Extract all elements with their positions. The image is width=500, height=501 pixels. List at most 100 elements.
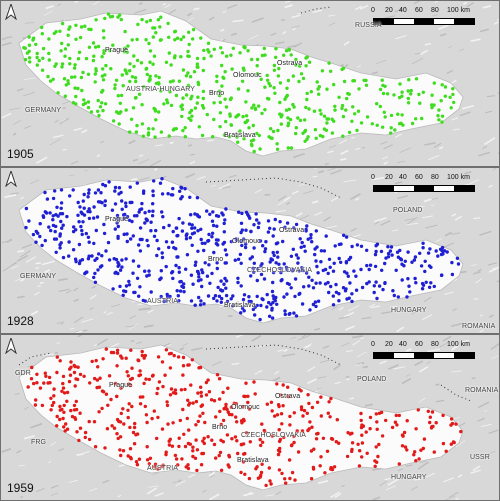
locality-dot <box>79 25 84 29</box>
relief-stroke <box>413 1 421 5</box>
locality-dot <box>379 249 384 254</box>
relief-stroke <box>345 349 353 353</box>
locality-dot <box>159 130 164 134</box>
map-panel-1928: 0 20 40 60 80 100 km POLAND Prague GERMA… <box>0 167 500 334</box>
locality-dot <box>97 113 101 118</box>
locality-dot <box>264 240 268 244</box>
locality-dot <box>147 462 151 466</box>
locality-dot <box>77 261 82 266</box>
locality-dot <box>421 241 425 245</box>
locality-dot <box>228 112 232 116</box>
relief-stroke <box>73 287 79 292</box>
locality-dot <box>302 285 306 289</box>
locality-dot <box>63 54 67 58</box>
locality-dot <box>77 438 81 443</box>
locality-dot <box>193 226 197 230</box>
locality-dot <box>239 221 244 225</box>
year-label: 1905 <box>7 147 34 161</box>
relief-stroke <box>430 204 435 206</box>
locality-dot <box>166 422 170 426</box>
locality-dot <box>115 213 120 218</box>
relief-stroke <box>451 322 463 328</box>
locality-dot <box>292 105 296 109</box>
relief-stroke <box>488 314 494 318</box>
locality-dot <box>269 257 273 261</box>
relief-stroke <box>20 196 25 200</box>
locality-dot <box>73 364 77 369</box>
locality-dot <box>273 217 277 222</box>
locality-dot <box>206 435 210 439</box>
relief-stroke <box>139 176 150 181</box>
locality-dot <box>224 405 228 409</box>
relief-stroke <box>473 217 481 220</box>
locality-dot <box>300 240 304 245</box>
relief-stroke <box>283 348 288 353</box>
relief-stroke <box>466 2 475 8</box>
locality-dot <box>95 378 100 382</box>
locality-dot <box>59 219 63 224</box>
label-ussr: USSR <box>470 454 490 461</box>
locality-dot <box>124 69 128 73</box>
locality-dot <box>79 224 83 229</box>
relief-stroke <box>152 472 159 476</box>
locality-dot <box>409 92 413 96</box>
locality-dot <box>47 51 51 56</box>
relief-stroke <box>470 263 477 267</box>
locality-dot <box>145 20 149 24</box>
locality-dot <box>171 79 175 83</box>
relief-stroke <box>334 492 342 499</box>
locality-dot <box>230 437 234 441</box>
relief-stroke <box>476 417 485 422</box>
locality-dot <box>439 273 444 278</box>
relief-stroke <box>69 327 75 330</box>
locality-dot <box>150 214 155 218</box>
scale-tick: 80 <box>431 341 439 348</box>
locality-dot <box>270 409 274 413</box>
locality-dot <box>60 212 65 216</box>
relief-stroke <box>24 125 31 129</box>
relief-stroke <box>381 310 393 315</box>
locality-dot <box>262 46 266 51</box>
locality-dot <box>383 115 387 119</box>
relief-stroke <box>472 465 481 472</box>
locality-dot <box>186 54 190 58</box>
locality-dot <box>360 441 365 445</box>
locality-dot <box>423 269 427 274</box>
locality-dot <box>273 91 277 96</box>
locality-dot <box>266 230 271 234</box>
locality-dot <box>275 413 280 417</box>
locality-dot <box>227 412 232 417</box>
locality-dot <box>252 380 256 384</box>
locality-dot <box>191 445 195 449</box>
locality-dot <box>264 483 268 488</box>
locality-dot <box>181 285 186 290</box>
locality-dot <box>207 232 211 237</box>
relief-stroke <box>479 329 484 333</box>
locality-dot <box>341 286 346 290</box>
locality-dot <box>113 381 118 386</box>
locality-dot <box>87 254 91 258</box>
locality-dot <box>148 49 153 53</box>
locality-dot <box>383 281 387 285</box>
locality-dot <box>152 179 156 183</box>
relief-stroke <box>136 341 142 345</box>
relief-stroke <box>230 32 237 37</box>
scale-tick: 40 <box>399 341 407 348</box>
locality-dot <box>181 355 186 360</box>
locality-dot <box>206 239 210 243</box>
relief-stroke <box>232 19 244 23</box>
locality-dot <box>259 473 263 478</box>
locality-dot <box>98 265 103 269</box>
label-czechoslovakia: CZECHOSLOVAKIA <box>241 432 307 439</box>
locality-dot <box>186 49 190 54</box>
locality-dot <box>49 396 53 400</box>
locality-dot <box>116 436 120 441</box>
relief-stroke <box>477 268 482 273</box>
state-border-line <box>18 344 472 402</box>
relief-stroke <box>317 480 329 485</box>
locality-dot <box>41 215 46 219</box>
locality-dot <box>441 249 445 253</box>
locality-dot <box>238 51 242 55</box>
relief-stroke <box>189 160 196 165</box>
locality-dot <box>212 399 217 403</box>
